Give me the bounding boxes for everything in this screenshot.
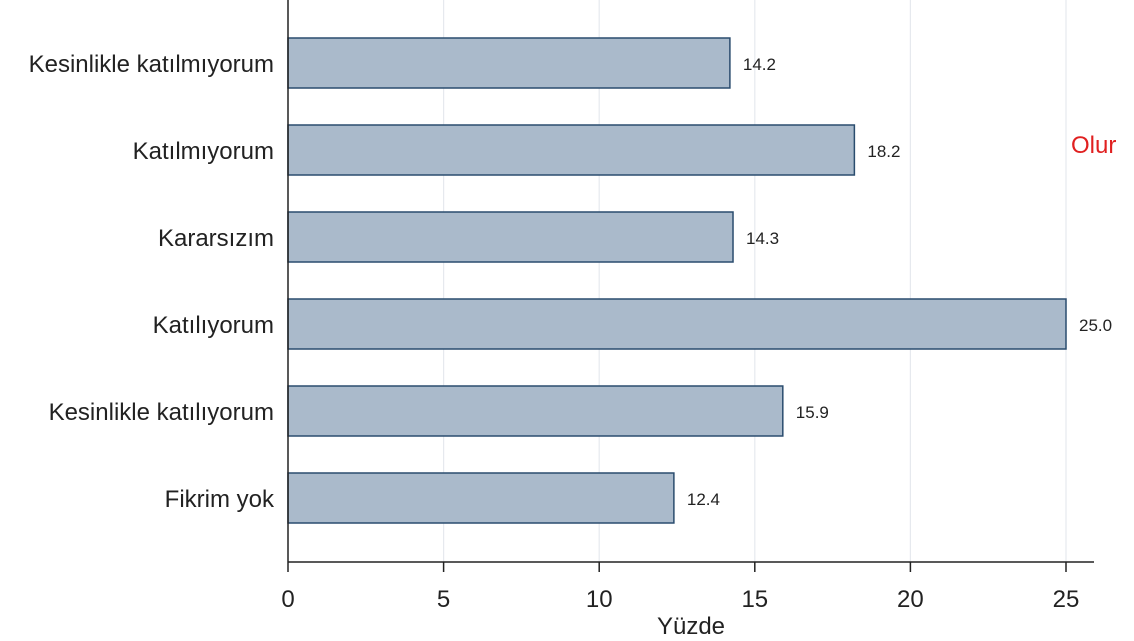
gridlines — [443, 0, 1067, 562]
x-axis-ticks: 0 5 10 15 20 25 — [281, 562, 1079, 613]
x-tick-label-10: 10 — [586, 586, 613, 613]
value-label-1: 18.2 — [867, 142, 900, 161]
x-tick-label-15: 15 — [741, 586, 768, 613]
category-label-5: Fikrim yok — [165, 486, 275, 513]
value-label-4: 15.9 — [796, 403, 829, 422]
axes — [287, 0, 1094, 563]
value-label-2: 14.3 — [746, 229, 779, 248]
value-label-0: 14.2 — [743, 55, 776, 74]
bar-0 — [287, 37, 731, 89]
bar-1 — [287, 124, 856, 176]
x-axis-title: Yüzde — [657, 613, 725, 640]
category-label-2: Kararsızım — [158, 225, 274, 252]
bar-5 — [287, 472, 675, 524]
category-label-0: Kesinlikle katılmıyorum — [29, 51, 274, 78]
bars — [287, 37, 1067, 524]
bar-2 — [287, 211, 734, 263]
category-label-3: Katılıyorum — [153, 312, 274, 339]
category-label-4: Kesinlikle katılıyorum — [49, 399, 274, 426]
value-labels: 14.2 18.2 14.3 25.0 15.9 12.4 — [687, 55, 1112, 509]
bar-4 — [287, 385, 784, 437]
value-label-5: 12.4 — [687, 490, 720, 509]
value-label-3: 25.0 — [1079, 316, 1112, 335]
x-tick-label-0: 0 — [281, 586, 294, 613]
bar-3 — [287, 298, 1067, 350]
x-tick-label-5: 5 — [437, 586, 450, 613]
category-label-1: Katılmıyorum — [133, 138, 274, 165]
x-tick-label-25: 25 — [1053, 586, 1080, 613]
category-labels: Kesinlikle katılmıyorum Katılmıyorum Karar… — [29, 51, 275, 513]
side-annotation: Olur — [1071, 132, 1116, 159]
x-tick-label-20: 20 — [897, 586, 924, 613]
